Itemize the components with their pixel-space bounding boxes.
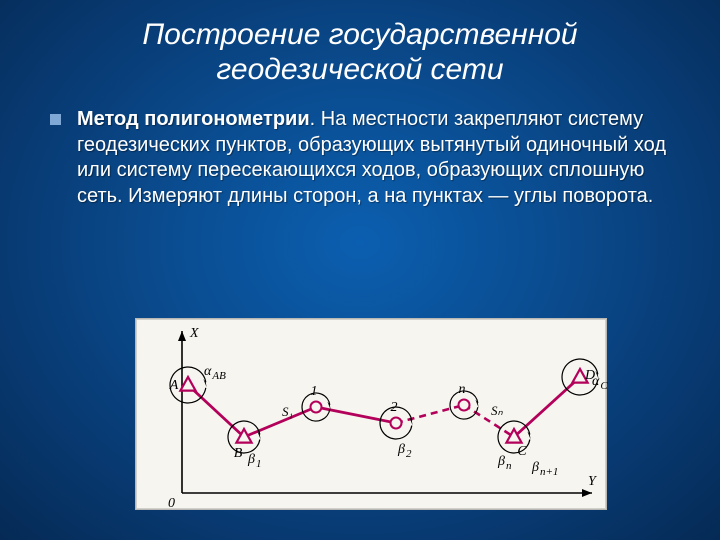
svg-text:X: X — [189, 326, 199, 341]
svg-text:1: 1 — [311, 384, 318, 399]
bullet-icon — [50, 114, 61, 125]
svg-text:B: B — [234, 446, 243, 461]
page-title: Построение государственной геодезической… — [0, 0, 720, 97]
figure-svg: XY0S₁SₙαABβ1β2βnβn+1αCDAB12nCD — [136, 319, 608, 511]
svg-text:D: D — [584, 368, 595, 383]
svg-text:2: 2 — [391, 400, 398, 415]
svg-text:β2: β2 — [397, 442, 412, 460]
body-paragraph-row: Метод полигонометрии. На местности закре… — [0, 97, 720, 209]
body-lead: Метод полигонометрии — [77, 108, 310, 130]
svg-text:n: n — [459, 382, 466, 397]
svg-text:βn+1: βn+1 — [531, 460, 558, 478]
svg-text:Sₙ: Sₙ — [491, 403, 504, 418]
svg-text:A: A — [169, 378, 179, 393]
svg-text:β1: β1 — [247, 452, 261, 470]
svg-text:βn: βn — [497, 454, 512, 472]
polygonometry-figure: XY0S₁SₙαABβ1β2βnβn+1αCDAB12nCD — [135, 318, 607, 510]
svg-text:S₁: S₁ — [282, 404, 293, 419]
svg-text:C: C — [517, 444, 527, 459]
body-paragraph: Метод полигонометрии. На местности закре… — [77, 107, 684, 209]
svg-text:Y: Y — [588, 474, 598, 489]
svg-text:0: 0 — [168, 496, 175, 511]
svg-text:αAB: αAB — [204, 364, 226, 382]
